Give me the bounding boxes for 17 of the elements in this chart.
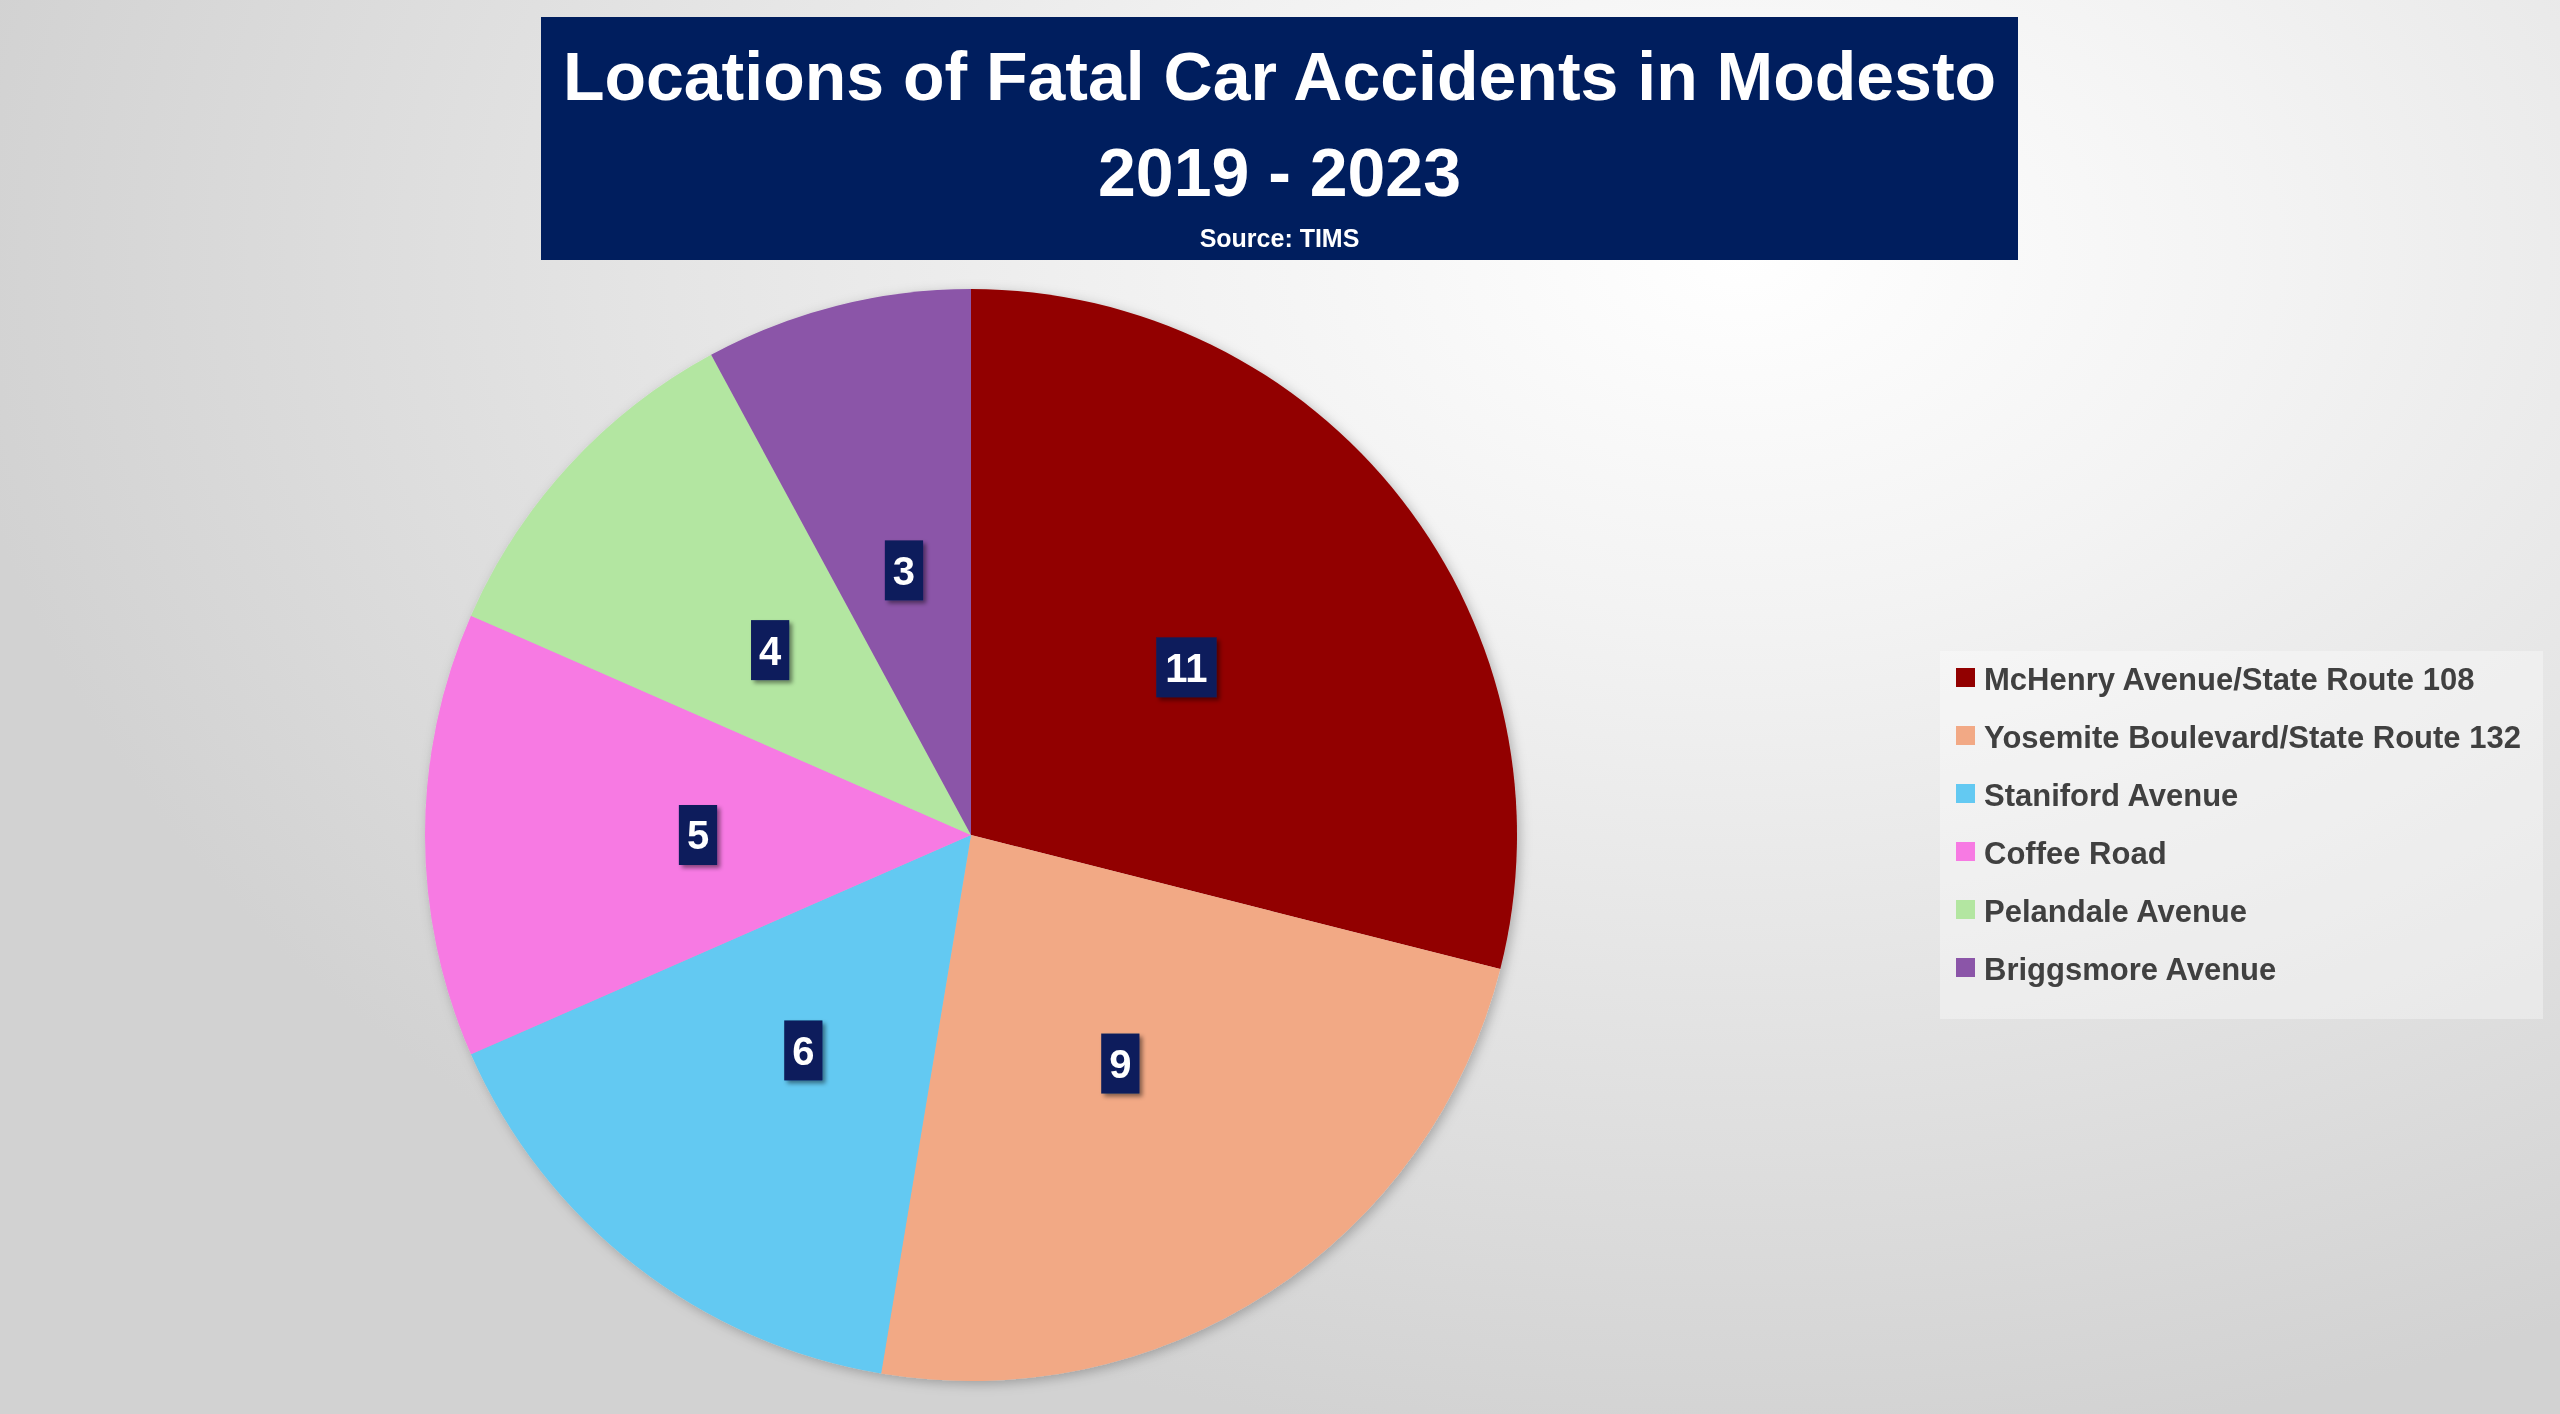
- data-label: 6: [792, 1028, 815, 1073]
- data-label: 5: [686, 813, 710, 858]
- data-label: 3: [892, 548, 916, 593]
- pie-slice: [971, 289, 1517, 970]
- data-label: 11: [1165, 645, 1208, 690]
- data-label: 4: [759, 628, 783, 673]
- source-note: Source: TIMS: [1199, 224, 1360, 252]
- legend-label: Yosemite Boulevard/State Route 132: [1984, 720, 2521, 755]
- legend-label: Briggsmore Avenue: [1984, 952, 2277, 987]
- pie-slice: [881, 835, 1501, 1381]
- legend-label: Coffee Road: [1984, 836, 2167, 871]
- pie-slice: [711, 289, 971, 835]
- legend-label: Pelandale Avenue: [1984, 894, 2248, 929]
- chart-title: Locations of Fatal Car Accidents in Modesto 2019 - 2023: [562, 38, 1997, 210]
- data-label: 9: [1109, 1041, 1132, 1086]
- legend-label: Staniford Avenue: [1984, 778, 2239, 813]
- legend-label: McHenry Avenue/State Route 108: [1984, 662, 2475, 697]
